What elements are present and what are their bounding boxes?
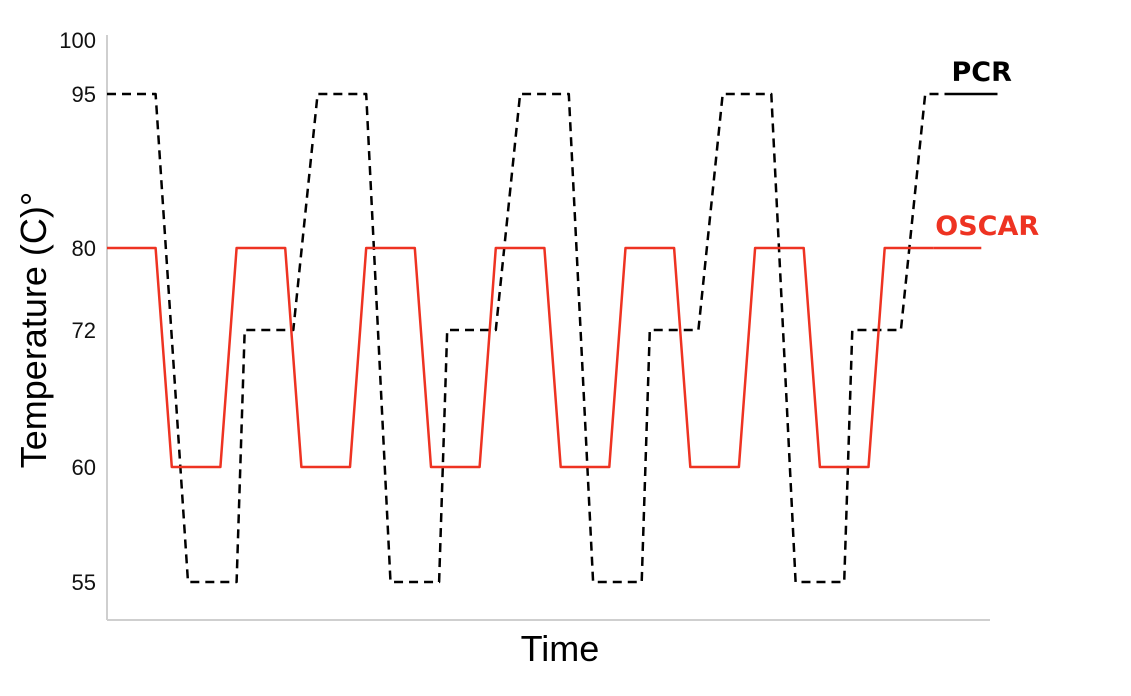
- series-labels: PCR OSCAR: [935, 57, 1039, 242]
- y-tick-label: 60: [72, 455, 96, 480]
- series-lines: [107, 92, 998, 584]
- y-tick-label: 100: [59, 28, 96, 53]
- series-label-pcr: PCR: [951, 57, 1012, 88]
- y-tick-label: 55: [72, 570, 96, 595]
- y-tick-label: 72: [72, 318, 96, 343]
- y-tick-label: 80: [72, 236, 96, 261]
- x-axis-title: Time: [521, 628, 600, 669]
- series-label-oscar: OSCAR: [935, 211, 1039, 242]
- series-line-pcr: [107, 92, 950, 584]
- y-tick-label: 95: [72, 82, 96, 107]
- y-axis-title: Temperature (C)°: [13, 192, 54, 468]
- series-line-oscar: [107, 246, 934, 469]
- axes: [106, 35, 990, 621]
- y-tick-labels: 55 60 72 80 95 100: [59, 28, 96, 595]
